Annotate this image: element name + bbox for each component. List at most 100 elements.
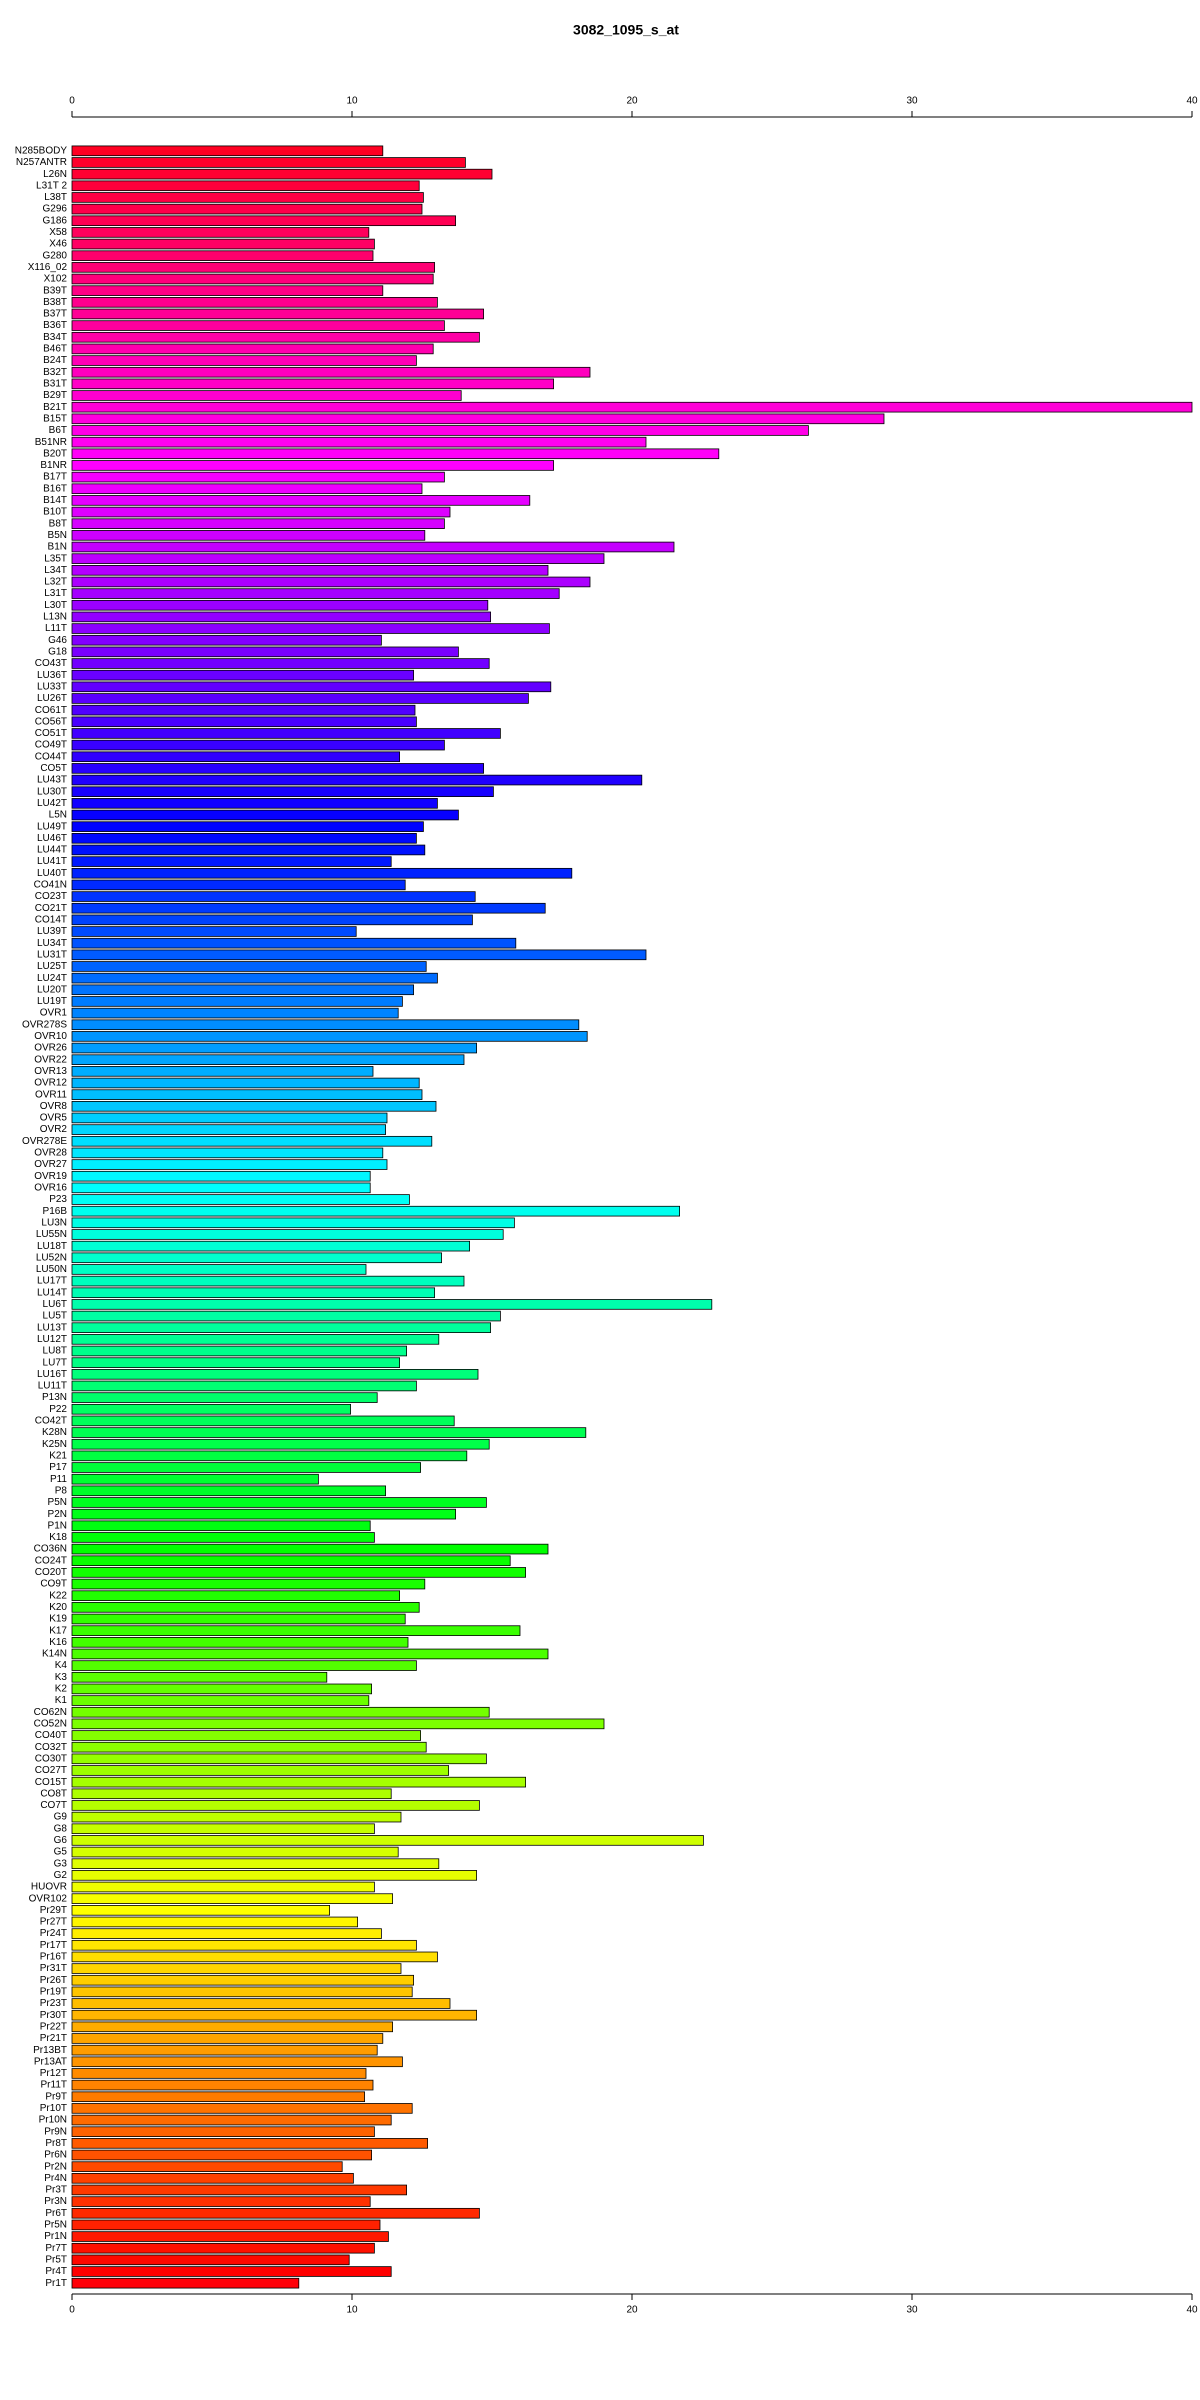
y-tick-label: B17T (43, 472, 67, 483)
bar (71, 215, 457, 227)
bar (71, 157, 466, 168)
y-tick-label: Pr3N (44, 2196, 67, 2207)
bar (71, 1275, 465, 1287)
bar (71, 588, 560, 599)
bar (71, 2254, 350, 2266)
y-tick-label: G8 (54, 1823, 68, 1834)
bar (71, 634, 382, 646)
bar (71, 937, 517, 949)
y-tick-label: CO24T (35, 1555, 67, 1566)
y-tick-label: G186 (43, 215, 68, 226)
y-tick-label: LU31T (37, 949, 67, 960)
bar (71, 1939, 417, 1951)
bar (71, 1683, 373, 1695)
y-tick-label: Pr9T (45, 2091, 67, 2102)
y-tick-label: Pr3T (45, 2185, 67, 2196)
y-tick-label: B29T (43, 390, 67, 401)
bar (71, 331, 480, 343)
y-tick-label: L35T (44, 553, 67, 564)
y-tick-label: CO43T (35, 658, 67, 669)
bar (71, 1508, 457, 1520)
y-tick-label: LU19T (37, 996, 67, 1007)
bar (71, 1741, 427, 1753)
bar (71, 984, 415, 996)
y-tick-label: CO30T (35, 1753, 67, 1764)
bar (71, 530, 426, 541)
x-tick-label: 40 (1186, 96, 1198, 107)
y-tick-label: CO44T (35, 751, 67, 762)
bar (71, 972, 438, 984)
y-tick-label: Pr21T (40, 2033, 67, 2044)
bar (71, 343, 434, 355)
y-tick-label: B51NR (35, 437, 67, 448)
bar (71, 704, 416, 716)
bar (71, 168, 493, 180)
bar (71, 739, 445, 751)
y-tick-label: B14T (43, 495, 67, 506)
bar (71, 2126, 375, 2137)
bar (71, 658, 490, 669)
bar (71, 611, 492, 623)
y-tick-label: B24T (43, 355, 67, 366)
y-tick-label: CO23T (35, 891, 67, 902)
y-tick-label: B1N (48, 542, 67, 553)
bar (71, 308, 485, 320)
bar (71, 1602, 420, 1613)
y-tick-label: LU25T (37, 961, 67, 972)
bar (71, 273, 434, 285)
bar (71, 436, 647, 448)
bar (71, 1438, 490, 1450)
bar (71, 413, 885, 425)
bar (71, 2114, 392, 2126)
bar (71, 1835, 704, 1846)
bar (71, 192, 424, 203)
bar (71, 1660, 417, 1671)
bar (71, 460, 555, 471)
bar (71, 2138, 429, 2149)
bar (71, 448, 720, 460)
bar (71, 203, 423, 215)
bar (71, 1089, 423, 1100)
y-tick-label: K14N (42, 1649, 67, 1660)
bar (71, 1252, 443, 1264)
bar (71, 1706, 490, 1718)
y-tick-label: OVR2 (40, 1124, 68, 1135)
y-tick-label: X116_02 (28, 262, 68, 273)
bar (71, 2173, 354, 2184)
bar (71, 1485, 387, 1497)
bar (71, 1380, 417, 1392)
y-tick-label: LU20T (37, 984, 67, 995)
y-tick-label: Pr9N (44, 2126, 67, 2137)
bar (71, 669, 415, 681)
bar (71, 1066, 374, 1077)
y-tick-label: LU49T (37, 821, 67, 832)
bar (71, 297, 438, 308)
y-tick-label: Pr6N (44, 2150, 67, 2161)
bar (71, 390, 462, 401)
y-tick-label: Pr17T (40, 1940, 67, 1951)
y-tick-label: LU55N (36, 1229, 67, 1240)
bar (71, 1974, 415, 1986)
y-tick-label: K1 (55, 1695, 68, 1706)
y-tick-label: K16 (49, 1637, 67, 1648)
x-tick-label: 40 (1186, 2305, 1198, 2316)
y-tick-label: G5 (54, 1847, 68, 1858)
bar (71, 2149, 373, 2161)
bar (71, 1369, 479, 1380)
bar (71, 1590, 401, 1601)
y-tick-label: B6T (49, 425, 67, 436)
y-tick-label: CO41N (34, 880, 67, 891)
y-tick-label: Pr7T (45, 2243, 67, 2254)
y-tick-label: Pr16T (40, 1952, 67, 1963)
bar (71, 1788, 392, 1800)
bar (71, 1450, 468, 1462)
bar (71, 1998, 451, 2009)
bar (71, 1182, 371, 1194)
bar (71, 2091, 366, 2103)
y-tick-label: CO62N (34, 1707, 67, 1718)
bar (71, 867, 573, 879)
bar (71, 366, 591, 378)
bar (71, 891, 476, 902)
bar (71, 1555, 511, 1567)
